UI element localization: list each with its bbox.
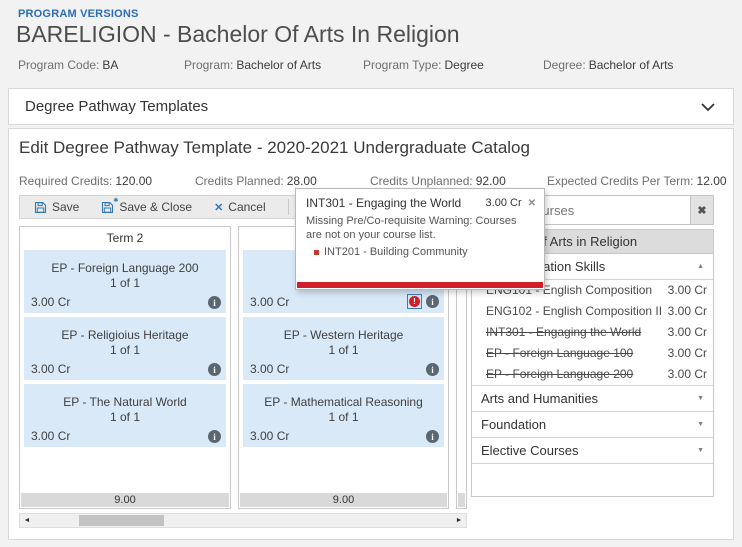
info-icon[interactable]: i — [208, 363, 221, 376]
horizontal-scrollbar[interactable]: ◄ ► — [19, 513, 467, 528]
course-name: EP - Foreign Language 200 — [51, 261, 199, 275]
meta-program: Program: Bachelor of Arts — [184, 58, 322, 72]
stat-credits-planned: Credits Planned: 28.00 — [195, 174, 317, 188]
save-close-icon — [102, 201, 114, 213]
course-name: EP - Mathematical Reasoning — [264, 395, 423, 409]
course-card[interactable]: EP - Western Heritage 1 of 1 3.00 Cr i — [243, 317, 444, 380]
info-icon[interactable]: i — [426, 295, 439, 308]
course-qty: 1 of 1 — [328, 343, 359, 357]
meta-program-type: Program Type: Degree — [363, 58, 484, 72]
save-button[interactable]: Save — [34, 200, 79, 214]
course-list-item[interactable]: ENG102 - English Composition II 3.00 Cr — [486, 304, 707, 318]
stat-expected-credits-per-term: Expected Credits Per Term: 12.00 — [547, 174, 727, 188]
save-and-close-button[interactable]: ✱ Save & Close — [101, 197, 192, 214]
course-credits: 3.00 Cr — [250, 429, 290, 443]
degree-pathway-templates-accordion[interactable]: Degree Pathway Templates — [8, 88, 734, 125]
term-label: Term 2 — [106, 231, 144, 245]
course-credits: 3.00 Cr — [250, 362, 290, 376]
edit-template-panel: Edit Degree Pathway Template - 2020-2021… — [8, 128, 734, 540]
warning-icon[interactable]: ! — [407, 294, 422, 309]
close-icon[interactable]: ✕ — [527, 197, 536, 209]
section-elective-courses[interactable]: Elective Courses ▼ — [472, 438, 713, 464]
info-icon[interactable]: i — [208, 430, 221, 443]
accordion-title: Degree Pathway Templates — [25, 98, 209, 115]
page-title: BARELIGION - Bachelor Of Arts In Religio… — [16, 21, 460, 47]
course-warning-popup: INT301 - Engaging the World 3.00 Cr ✕ Mi… — [295, 188, 545, 290]
search-clear-button[interactable]: ✖ — [691, 195, 714, 225]
scroll-right-icon[interactable]: ► — [455, 517, 463, 524]
scroll-left-icon[interactable]: ◄ — [23, 517, 31, 524]
course-credits: 3.00 Cr — [31, 429, 71, 443]
editor-title: Edit Degree Pathway Template - 2020-2021… — [19, 138, 530, 157]
warning-red-bar — [297, 282, 543, 288]
info-icon[interactable]: i — [426, 430, 439, 443]
meta-degree: Degree: Bachelor of Arts — [543, 58, 674, 72]
warning-bullet-icon — [314, 249, 319, 255]
course-card[interactable]: EP - The Natural World 1 of 1 3.00 Cr i — [24, 384, 226, 447]
course-name: EP - The Natural World — [63, 395, 187, 409]
scrollbar-thumb[interactable] — [79, 515, 164, 526]
save-icon — [34, 201, 47, 213]
course-qty: 1 of 1 — [109, 276, 141, 290]
course-qty: 1 of 1 — [328, 410, 359, 424]
course-card[interactable]: EP - Religioius Heritage 1 of 1 3.00 Cr … — [24, 317, 226, 380]
stat-required-credits: Required Credits: 120.00 — [19, 174, 153, 188]
course-card[interactable]: EP - Mathematical Reasoning 1 of 1 3.00 … — [243, 384, 444, 447]
course-credits: 3.00 Cr — [250, 295, 290, 309]
term-column-1: Term 2 EP - Foreign Language 200 1 of 1 … — [19, 226, 231, 509]
save-close-star-icon: ✱ — [113, 197, 119, 204]
breadcrumb[interactable]: PROGRAM VERSIONS — [18, 8, 139, 20]
collapse-down-icon: ▼ — [697, 447, 704, 454]
term-total-credits: 9.00 — [21, 493, 229, 507]
popup-warning-message: Missing Pre/Co-requisite Warning: Course… — [306, 215, 517, 241]
collapse-down-icon: ▼ — [697, 395, 704, 402]
course-list-item[interactable]: INT301 - Engaging the World 3.00 Cr — [486, 325, 707, 339]
popup-course-title: INT301 - Engaging the World — [306, 196, 462, 210]
course-qty: 1 of 1 — [109, 343, 141, 357]
stat-credits-unplanned: Credits Unplanned: 92.00 — [370, 174, 506, 188]
term-total-credits: 9.00 — [240, 493, 447, 507]
course-credits: 3.00 Cr — [31, 362, 71, 376]
course-credits: 3.00 Cr — [31, 295, 71, 309]
cancel-icon: ✕ — [214, 201, 224, 214]
course-name: EP - Western Heritage — [283, 328, 404, 342]
course-card[interactable]: EP - Foreign Language 200 1 of 1 3.00 Cr… — [24, 250, 226, 313]
course-list-item[interactable]: EP - Foreign Language 100 3.00 Cr — [486, 346, 707, 360]
section-foundation[interactable]: Foundation ▼ — [472, 412, 713, 438]
search-clear-icon: ✖ — [697, 204, 707, 217]
toolbar-divider — [287, 199, 289, 215]
collapse-up-icon: ▲ — [697, 263, 704, 270]
popup-course-credits: 3.00 Cr — [485, 197, 522, 209]
collapse-down-icon: ▼ — [697, 421, 704, 428]
term-total-credits — [458, 493, 465, 507]
course-list-item[interactable]: EP - Foreign Language 200 3.00 Cr — [486, 367, 707, 381]
cancel-button[interactable]: ✕ Cancel — [214, 200, 266, 214]
info-icon[interactable]: i — [426, 363, 439, 376]
info-icon[interactable]: i — [208, 296, 221, 309]
chevron-down-icon[interactable] — [701, 103, 715, 112]
course-name: EP - Religioius Heritage — [61, 328, 189, 342]
course-list: ENG101 - English Composition 3.00 Cr ENG… — [472, 280, 713, 386]
section-arts-and-humanities[interactable]: Arts and Humanities ▼ — [472, 386, 713, 412]
popup-missing-course: INT201 - Building Community — [314, 246, 544, 258]
course-qty: 1 of 1 — [109, 410, 141, 424]
meta-program-code: Program Code: BA — [18, 58, 119, 72]
